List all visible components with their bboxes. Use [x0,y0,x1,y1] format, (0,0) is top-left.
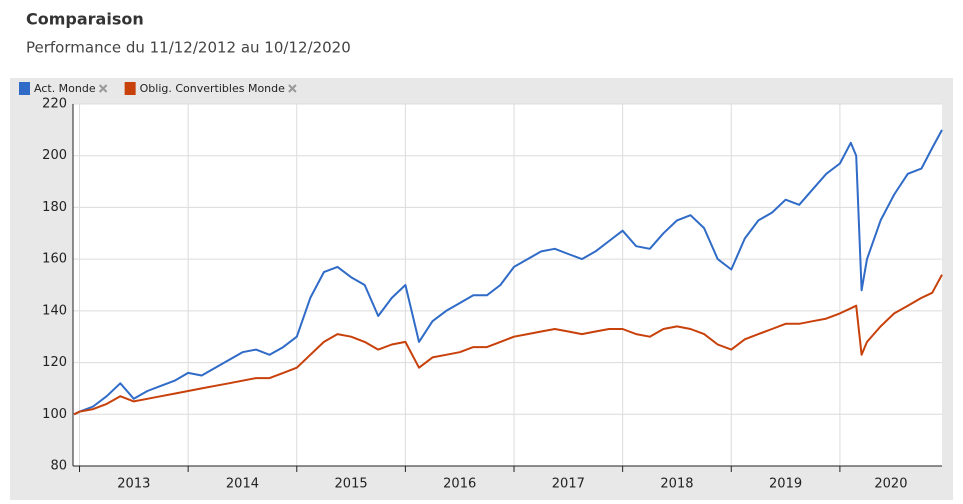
x-tick-label: 2014 [226,477,259,492]
x-tick-label: 2013 [117,477,150,492]
legend-remove[interactable] [98,84,108,93]
y-tick-label: 100 [42,407,67,422]
x-tick-label: 2018 [660,477,693,492]
y-tick-label: 120 [42,355,67,370]
legend-swatch [124,82,136,95]
x-tick-label: 2020 [874,477,907,492]
y-tick-label: 200 [42,148,67,163]
legend-label: Act. Monde [34,82,96,95]
line-series [73,274,943,416]
legend-label: Oblig. Convertibles Monde [140,82,285,95]
subtitle: Performance du 11/12/2012 au 10/12/2020 [26,39,351,57]
y-tick-label: 220 [42,97,67,112]
x-tick-label: 2015 [335,477,368,492]
legend-remove[interactable] [288,84,297,93]
y-tick-label: 160 [42,252,67,267]
line-series [73,129,943,416]
x-tick-label: 2017 [552,477,585,492]
x-tick-label: 2019 [769,477,802,492]
y-tick-label: 140 [42,303,67,318]
y-tick-label: 180 [42,200,67,215]
plot-area [73,104,942,466]
y-tick-label: 80 [50,459,67,474]
legend-swatch [19,82,30,95]
x-tick-label: 2016 [443,477,476,492]
title: Comparaison [26,10,144,29]
